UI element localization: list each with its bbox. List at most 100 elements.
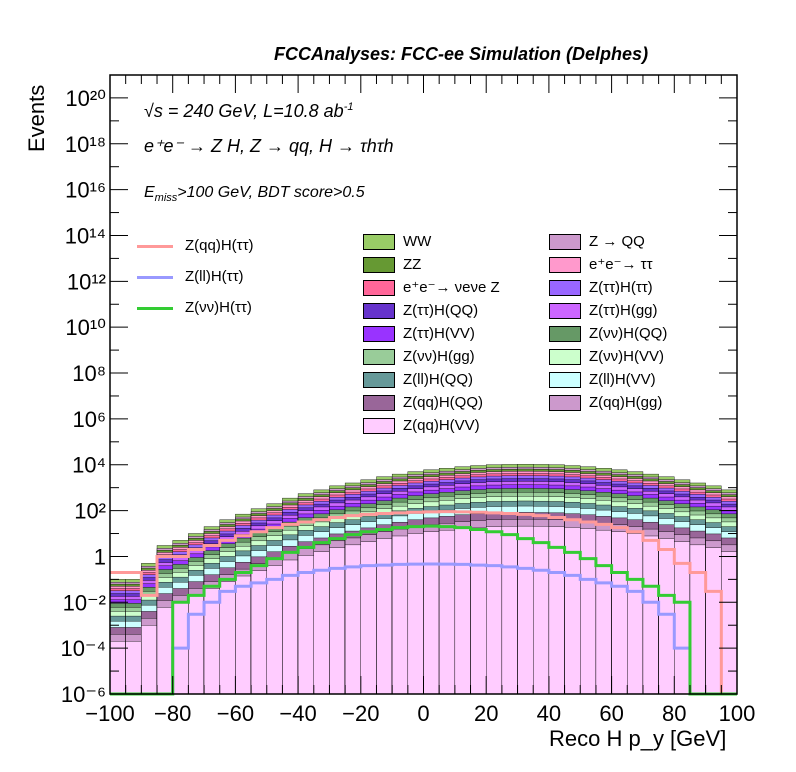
bar-z-qq-h-vv--22 bbox=[454, 528, 471, 695]
bar-z-qq-h-vv--6 bbox=[203, 588, 220, 695]
y-tick-label: 10¹⁶ bbox=[65, 178, 106, 203]
legend-label: Z(νν)H(VV) bbox=[589, 348, 664, 365]
legend-label: Z(qq)H(QQ) bbox=[403, 394, 483, 411]
legend-label: Z(ττ)H(gg) bbox=[589, 302, 658, 319]
legend-label: WW bbox=[403, 233, 432, 250]
bar-z-qq-h-vv--25 bbox=[501, 526, 518, 695]
bar-z-qq-h-vv--35 bbox=[658, 538, 675, 695]
y-tick-label: 10¹⁸ bbox=[65, 132, 106, 157]
y-tick-label: 10¹⁰ bbox=[65, 315, 106, 340]
x-tick-label: 0 bbox=[417, 701, 429, 726]
y-tick-label: 10⁻⁶ bbox=[61, 682, 106, 707]
legend-swatch bbox=[363, 280, 395, 296]
signal-legend-line bbox=[137, 276, 173, 279]
legend-label: Z(ll)H(VV) bbox=[589, 371, 656, 388]
bar-z-qq-h-vv--31 bbox=[595, 529, 612, 695]
y-tick-label: 10²⁰ bbox=[65, 86, 106, 111]
signal-legend-line bbox=[137, 245, 173, 248]
legend-swatch bbox=[363, 326, 395, 342]
y-tick-label: 10⁴ bbox=[72, 453, 106, 478]
bar-z-qq-h-vv--12 bbox=[297, 555, 314, 695]
legend-swatch bbox=[363, 349, 395, 365]
bar-z-qq-h-vv--34 bbox=[642, 535, 659, 695]
legend-swatch bbox=[549, 303, 581, 319]
y-tick-label: 10⁻² bbox=[63, 590, 106, 615]
chart-header: FCCAnalyses: FCC-ee Simulation (Delphes) bbox=[274, 44, 649, 64]
bar-z-qq-h-vv--38 bbox=[705, 547, 722, 695]
axis-ticks bbox=[109, 74, 738, 695]
x-tick-label: 100 bbox=[719, 701, 756, 726]
bar-z-qq-h-vv--33 bbox=[627, 533, 644, 695]
bar-z-qq-h-vv--26 bbox=[517, 525, 534, 695]
legend-label: Z → QQ bbox=[589, 233, 645, 250]
legend-label: Z(νν)H(gg) bbox=[403, 348, 475, 365]
x-tick-label: 40 bbox=[537, 701, 561, 726]
legend-swatch bbox=[363, 303, 395, 319]
bar-z-qq-h-vv--23 bbox=[470, 527, 487, 695]
y-tick-label: 1 bbox=[94, 544, 106, 569]
energy-luminosity-annotation: √s = 240 GeV, L=10.8 ab-1 bbox=[144, 101, 353, 122]
legend-swatch bbox=[549, 257, 581, 273]
bar-z-qq-h-vv--39 bbox=[721, 551, 738, 695]
cuts-subscript: miss bbox=[154, 192, 178, 205]
y-tick-label: 10¹⁴ bbox=[65, 223, 106, 248]
bar-z-qq-h-vv--28 bbox=[548, 526, 565, 695]
legend-label: Z(ττ)H(VV) bbox=[403, 325, 475, 342]
y-tick-label: 10⁻⁴ bbox=[60, 636, 106, 661]
bar-z-qq-h-vv--19 bbox=[407, 533, 424, 695]
luminosity-exponent: -1 bbox=[343, 101, 354, 113]
bar-z-qq-h-vv--5 bbox=[188, 595, 205, 695]
legend-swatch bbox=[363, 234, 395, 250]
legend-swatch bbox=[363, 395, 395, 411]
x-tick-label: 60 bbox=[599, 701, 623, 726]
bar-z-qq-h-vv--21 bbox=[438, 529, 456, 695]
bar-z-qq-h-vv--10 bbox=[266, 565, 283, 695]
bar-z-qq-h-vv--0 bbox=[109, 641, 126, 695]
legend-label: Z(qq)H(VV) bbox=[403, 417, 480, 434]
x-tick-label: −60 bbox=[217, 701, 254, 726]
bar-z-qq-h-vv--2 bbox=[141, 625, 158, 695]
x-tick-label: −20 bbox=[342, 701, 379, 726]
legend-swatch bbox=[549, 372, 581, 388]
legend-swatch bbox=[549, 234, 581, 250]
bar-z-qq-h-vv--9 bbox=[250, 570, 267, 695]
legend-swatch bbox=[363, 257, 395, 273]
legend-swatch bbox=[549, 326, 581, 342]
cuts-annotation: Emiss>100 GeV, BDT score>0.5 bbox=[144, 184, 365, 204]
signal-line-1 bbox=[110, 562, 737, 696]
y-tick-label: 10¹² bbox=[67, 269, 106, 294]
bar-z-qq-h-vv--7 bbox=[219, 581, 236, 695]
signal-lines bbox=[110, 510, 737, 696]
cuts-suffix: >100 GeV, BDT score>0.5 bbox=[177, 184, 365, 201]
cuts-prefix: E bbox=[144, 184, 155, 201]
bar-z-qq-h-vv--1 bbox=[125, 641, 142, 695]
x-tick-label: −40 bbox=[279, 701, 316, 726]
bar-z-qq-h-vv--37 bbox=[689, 544, 706, 695]
x-tick-label: −80 bbox=[154, 701, 191, 726]
legend-swatch bbox=[363, 418, 395, 434]
bar-z-qq-h-vv--11 bbox=[282, 559, 299, 695]
bar-z-qq-h-vv--30 bbox=[580, 528, 597, 695]
bar-z-qq-h-vv--3 bbox=[156, 607, 173, 695]
bar-z-qq-h-vv--8 bbox=[235, 575, 252, 695]
x-tick-label: 20 bbox=[474, 701, 498, 726]
signal-legend-label: Z(ll)H(ττ) bbox=[185, 268, 244, 285]
legend-label: Z(νν)H(QQ) bbox=[589, 325, 668, 342]
bar-z-qq-h-vv--20 bbox=[423, 531, 440, 695]
legend-swatch bbox=[363, 372, 395, 388]
legend-swatch bbox=[549, 349, 581, 365]
legend-label: Z(ll)H(QQ) bbox=[403, 371, 473, 388]
axis-tick-labels: −100 −80 −60 −40 −20 0 20 40 60 80 100 10⁻⁶ 10⁻⁴ 10⁻²… bbox=[60, 86, 755, 726]
bar-z-qq-h-vv--32 bbox=[611, 531, 628, 695]
bar-z-qq-h-vv--27 bbox=[533, 526, 550, 695]
y-axis-label: Events bbox=[24, 84, 49, 152]
bar-z-qq-h-vv--17 bbox=[376, 538, 393, 695]
energy-text: √s = 240 GeV, L=10.8 ab bbox=[144, 101, 344, 121]
legend-swatch bbox=[549, 280, 581, 296]
y-tick-label: 10² bbox=[74, 499, 106, 524]
legend-label: e⁺e⁻→ ττ bbox=[589, 256, 653, 273]
x-tick-label: −100 bbox=[85, 701, 135, 726]
legend-label: Z(qq)H(gg) bbox=[589, 394, 663, 411]
legend-swatch bbox=[549, 395, 581, 411]
